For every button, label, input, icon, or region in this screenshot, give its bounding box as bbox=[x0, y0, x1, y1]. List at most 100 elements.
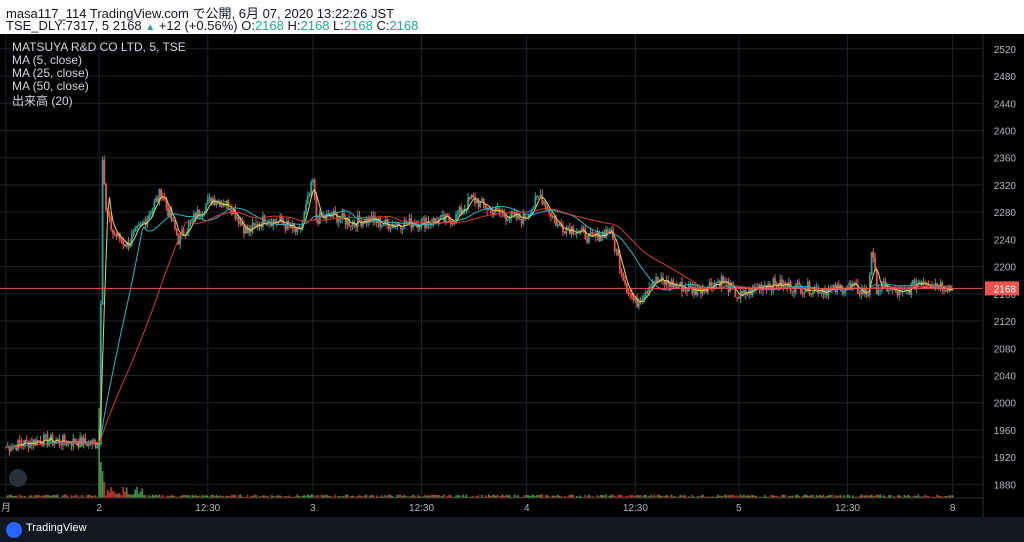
volume-bar bbox=[646, 496, 649, 498]
volume-bar bbox=[831, 494, 833, 498]
volume-bar bbox=[427, 494, 430, 498]
candle-body bbox=[215, 202, 218, 205]
candle-body bbox=[631, 293, 633, 297]
volume-bar bbox=[279, 495, 281, 498]
volume-bar bbox=[17, 496, 19, 498]
volume-bar bbox=[32, 496, 35, 498]
volume-bar bbox=[722, 496, 725, 498]
candle-body bbox=[701, 288, 704, 294]
volume-bar bbox=[824, 496, 826, 498]
volume-bar bbox=[638, 495, 640, 498]
candle-body bbox=[818, 292, 821, 294]
volume-bar bbox=[74, 495, 76, 498]
symbol: TSE_DLY:7317, 5 bbox=[6, 18, 110, 33]
volume-bar bbox=[760, 496, 763, 498]
username[interactable]: masa117_114 bbox=[6, 6, 87, 21]
candle-body bbox=[20, 443, 23, 445]
candle-body bbox=[518, 213, 521, 219]
candle-body bbox=[418, 226, 421, 229]
volume-bar bbox=[389, 494, 392, 498]
volume-bar bbox=[220, 496, 223, 498]
candle-body bbox=[872, 251, 875, 258]
volume-bar bbox=[803, 495, 806, 498]
volume-bar bbox=[891, 496, 894, 498]
candle-body bbox=[294, 228, 297, 233]
candle-body bbox=[482, 199, 485, 205]
candle-body bbox=[798, 282, 801, 286]
volume-bar bbox=[129, 494, 131, 498]
footer-brand[interactable]: TradingView bbox=[26, 522, 87, 534]
y-tick-label: 2040 bbox=[994, 371, 1017, 382]
volume-bar bbox=[124, 491, 126, 498]
candle-body bbox=[693, 287, 695, 294]
volume-bar bbox=[339, 496, 342, 498]
candle-body bbox=[505, 216, 507, 221]
candle-body bbox=[636, 298, 639, 307]
candle-body bbox=[44, 434, 47, 436]
candle-body bbox=[467, 197, 470, 209]
volume-bar bbox=[106, 489, 109, 498]
quote-line: TSE_DLY:7317, 5 2168 ▲ +12 (+0.56%) O:21… bbox=[6, 18, 418, 33]
volume-bar bbox=[369, 495, 371, 498]
volume-bar bbox=[712, 496, 714, 498]
volume-bar bbox=[462, 494, 464, 498]
volume-bar bbox=[903, 494, 906, 498]
volume-bar bbox=[569, 494, 571, 498]
volume-bar bbox=[401, 496, 404, 498]
volume-bar bbox=[20, 495, 23, 498]
candle-body bbox=[229, 209, 232, 211]
volume-bar bbox=[519, 496, 521, 498]
volume-bar bbox=[222, 495, 225, 498]
volume-bar bbox=[363, 495, 366, 498]
volume-bar bbox=[688, 496, 690, 498]
volume-bar bbox=[705, 496, 707, 498]
candle-body bbox=[820, 289, 823, 293]
volume-bar bbox=[738, 496, 740, 498]
candle-body bbox=[736, 297, 739, 299]
candle-body bbox=[96, 446, 99, 448]
volume-bar bbox=[203, 496, 206, 498]
x-tick-label: 12:30 bbox=[623, 503, 648, 514]
candle-body bbox=[846, 285, 849, 289]
volume-bar bbox=[484, 495, 487, 498]
volume-bar bbox=[87, 494, 90, 498]
candle-body bbox=[241, 221, 244, 226]
candle-body bbox=[944, 290, 947, 292]
candle-body bbox=[943, 289, 945, 291]
volume-bar bbox=[206, 495, 209, 498]
published-text: で公開, 6月 07, 2020 13:22:26 JST bbox=[192, 6, 395, 21]
candle-body bbox=[781, 279, 783, 289]
price-chart[interactable]: 1880192019602000204020802120216022002240… bbox=[0, 34, 1024, 517]
candle-body bbox=[510, 211, 513, 218]
x-tick-label: 8 bbox=[950, 503, 956, 514]
volume-bar bbox=[841, 496, 844, 498]
candle-body bbox=[189, 220, 192, 223]
volume-bar bbox=[805, 494, 807, 498]
volume-bar bbox=[748, 495, 750, 498]
candle-body bbox=[879, 290, 882, 292]
y-tick-label: 2520 bbox=[994, 45, 1017, 56]
volume-bar bbox=[210, 494, 212, 498]
candle-body bbox=[413, 223, 416, 227]
volume-bar bbox=[117, 493, 119, 498]
volume-bar bbox=[372, 495, 375, 498]
volume-bar bbox=[287, 495, 290, 498]
tradingview-logo-icon[interactable] bbox=[6, 522, 22, 538]
volume-bar bbox=[196, 495, 199, 498]
volume-bar bbox=[857, 496, 859, 498]
volume-bar bbox=[572, 494, 575, 498]
volume-bar bbox=[744, 496, 747, 498]
volume-bar bbox=[472, 495, 475, 498]
candle-body bbox=[649, 287, 652, 289]
y-tick-label: 2080 bbox=[994, 344, 1017, 355]
volume-bar bbox=[429, 495, 431, 498]
volume-bar bbox=[186, 495, 188, 498]
volume-bar bbox=[625, 495, 628, 498]
volume-bar bbox=[777, 496, 780, 498]
candle-body bbox=[629, 293, 632, 295]
volume-bar bbox=[194, 494, 197, 498]
volume-bar bbox=[575, 495, 578, 498]
candle-body bbox=[700, 285, 702, 294]
candle-body bbox=[658, 281, 661, 283]
site-name[interactable]: TradingView.com bbox=[89, 6, 189, 21]
